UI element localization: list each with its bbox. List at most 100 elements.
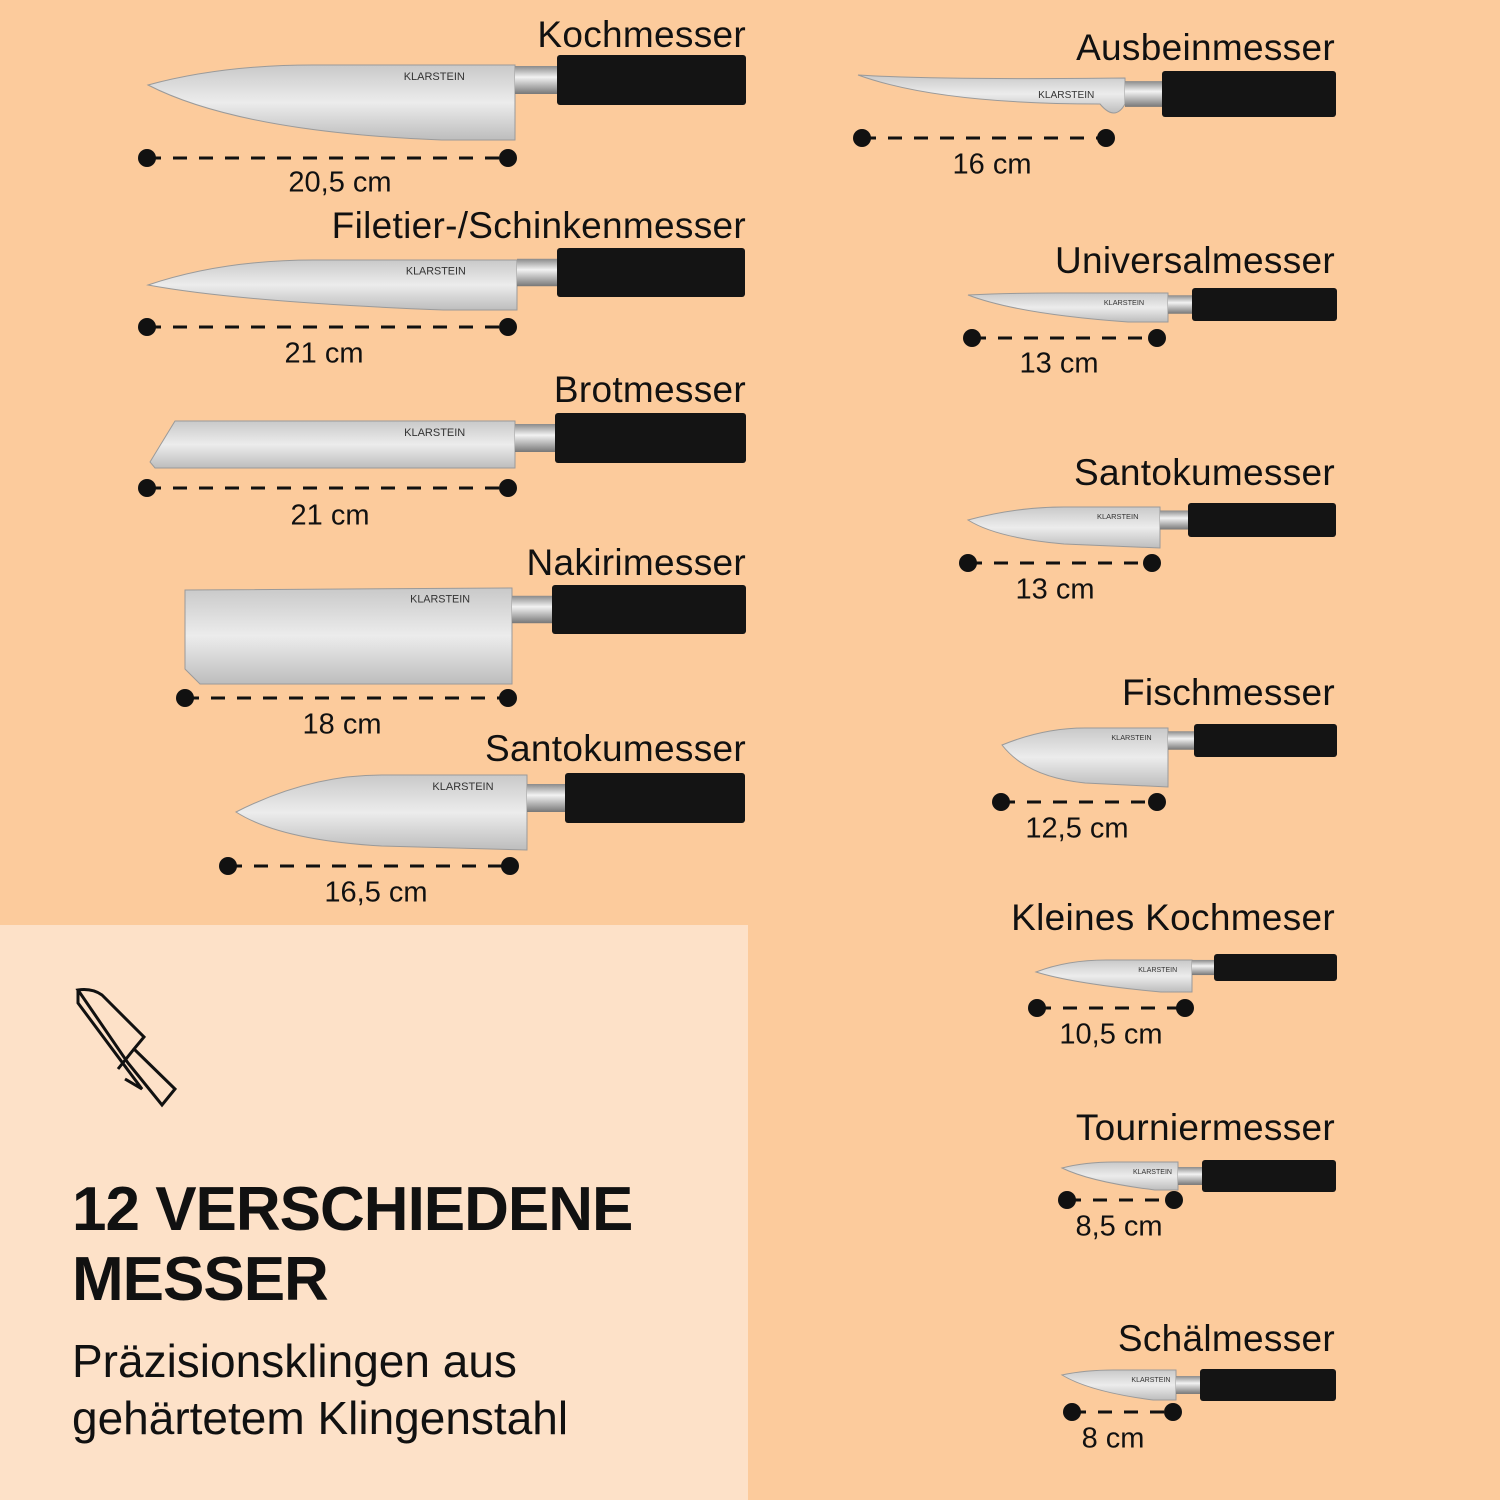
knife-title: Brotmesser: [553, 369, 746, 410]
handle: [1188, 503, 1336, 537]
knife-length: 10,5 cm: [1059, 1018, 1163, 1051]
knife-3: KLARSTEIN: [138, 413, 746, 497]
dimension-endpoint: [963, 329, 981, 347]
dimension-endpoint: [1148, 793, 1166, 811]
bolster: [1160, 510, 1188, 530]
dimension-endpoint: [1028, 999, 1046, 1017]
knife-title: Schälmesser: [1117, 1318, 1335, 1359]
dimension-endpoint: [1148, 329, 1166, 347]
bolster: [515, 424, 555, 452]
bolster: [1125, 81, 1162, 107]
blade: [1060, 1369, 1177, 1401]
bolster: [515, 66, 557, 94]
blade: [1060, 1161, 1179, 1191]
knife-length: 21 cm: [284, 337, 364, 370]
knife-length: 20,5 cm: [288, 166, 392, 199]
knife-length: 18 cm: [302, 708, 382, 741]
handle: [565, 773, 745, 823]
bolster: [1168, 731, 1194, 750]
knife-12: KLARSTEIN: [1060, 1369, 1336, 1421]
handle: [557, 248, 745, 297]
knife-4: KLARSTEIN: [176, 585, 746, 707]
knife-7: KLARSTEIN: [963, 288, 1337, 347]
brand-logo: KLARSTEIN: [410, 594, 470, 606]
brand-logo: KLARSTEIN: [1111, 733, 1151, 742]
dimension-endpoint: [499, 689, 517, 707]
bolster: [1192, 959, 1214, 976]
brand-logo: KLARSTEIN: [1104, 298, 1144, 307]
dimension-endpoint: [219, 857, 237, 875]
knife-length: 13 cm: [1019, 347, 1099, 380]
knife-title: Kochmesser: [537, 14, 746, 55]
dimension-line: [138, 318, 517, 336]
blade: [966, 506, 1161, 549]
dimension-endpoint: [138, 479, 156, 497]
knife-10: KLARSTEIN: [1028, 954, 1337, 1017]
bolster: [517, 258, 557, 287]
brand-logo: KLARSTEIN: [1133, 1169, 1172, 1176]
subtitle-line: gehärtetem Klingenstahl: [72, 1392, 569, 1444]
knife-1: KLARSTEIN: [138, 55, 746, 167]
dimension-line: [959, 554, 1161, 572]
knife-title: Nakirimesser: [526, 542, 746, 583]
knife-8: KLARSTEIN: [959, 503, 1336, 572]
dimension-endpoint: [1164, 1403, 1182, 1421]
subtitle-line: Präzisionsklingen aus: [72, 1335, 517, 1387]
dimension-endpoint: [499, 479, 517, 497]
dimension-line: [992, 793, 1166, 811]
handle: [1192, 288, 1337, 321]
dimension-line: [853, 129, 1115, 147]
knife-length: 12,5 cm: [1025, 812, 1129, 845]
knife-outline-icon: [75, 988, 178, 1108]
brand-logo: KLARSTEIN: [432, 781, 493, 793]
bolster: [1176, 1376, 1200, 1394]
info-panel: 12 VERSCHIEDENE MESSER Präzisionsklingen…: [0, 925, 748, 1500]
headline: 12 VERSCHIEDENE MESSER: [72, 1175, 633, 1315]
brand-logo: KLARSTEIN: [1138, 967, 1177, 974]
headline-line: MESSER: [72, 1245, 329, 1314]
dimension-endpoint: [992, 793, 1010, 811]
dimension-line: [219, 857, 519, 875]
blade: [184, 587, 513, 685]
knife-title: Ausbeinmesser: [1076, 27, 1335, 68]
knife-title: Kleines Kochmeser: [1011, 897, 1335, 938]
brand-logo: KLARSTEIN: [1038, 90, 1094, 101]
bolster: [1178, 1167, 1202, 1185]
knife-length: 16,5 cm: [324, 876, 428, 909]
dimension-line: [963, 329, 1166, 347]
knife-length: 8 cm: [1081, 1422, 1145, 1455]
knife-title: Universalmesser: [1054, 240, 1335, 281]
dimension-line: [1063, 1403, 1182, 1421]
handle: [552, 585, 746, 634]
brand-logo: KLARSTEIN: [1131, 1377, 1170, 1384]
handle: [1162, 71, 1336, 117]
knife-length: 13 cm: [1015, 573, 1095, 606]
dimension-endpoint: [138, 318, 156, 336]
dimension-line: [176, 689, 517, 707]
dimension-endpoint: [499, 149, 517, 167]
knife-2: KLARSTEIN: [138, 248, 745, 336]
dimension-line: [138, 479, 517, 497]
dimension-endpoint: [959, 554, 977, 572]
dimension-endpoint: [853, 129, 871, 147]
dimension-endpoint: [501, 857, 519, 875]
handle: [555, 413, 746, 463]
blade: [967, 292, 1169, 323]
blade: [857, 74, 1126, 114]
knife-length: 8,5 cm: [1075, 1210, 1163, 1243]
headline-line: 12 VERSCHIEDENE: [72, 1175, 633, 1244]
brand-logo: KLARSTEIN: [1097, 512, 1139, 521]
blade: [146, 64, 516, 141]
handle: [1200, 1369, 1336, 1401]
knife-length: 21 cm: [290, 499, 370, 532]
knife-title: Santokumesser: [1074, 452, 1335, 493]
blade: [1034, 959, 1193, 993]
brand-logo: KLARSTEIN: [404, 427, 465, 439]
dimension-endpoint: [1097, 129, 1115, 147]
brand-logo: KLARSTEIN: [404, 71, 465, 83]
subtitle: Präzisionsklingen aus gehärtetem Klingen…: [72, 1333, 568, 1447]
brand-logo: KLARSTEIN: [406, 266, 466, 278]
handle: [1194, 724, 1337, 757]
bolster: [527, 784, 565, 812]
